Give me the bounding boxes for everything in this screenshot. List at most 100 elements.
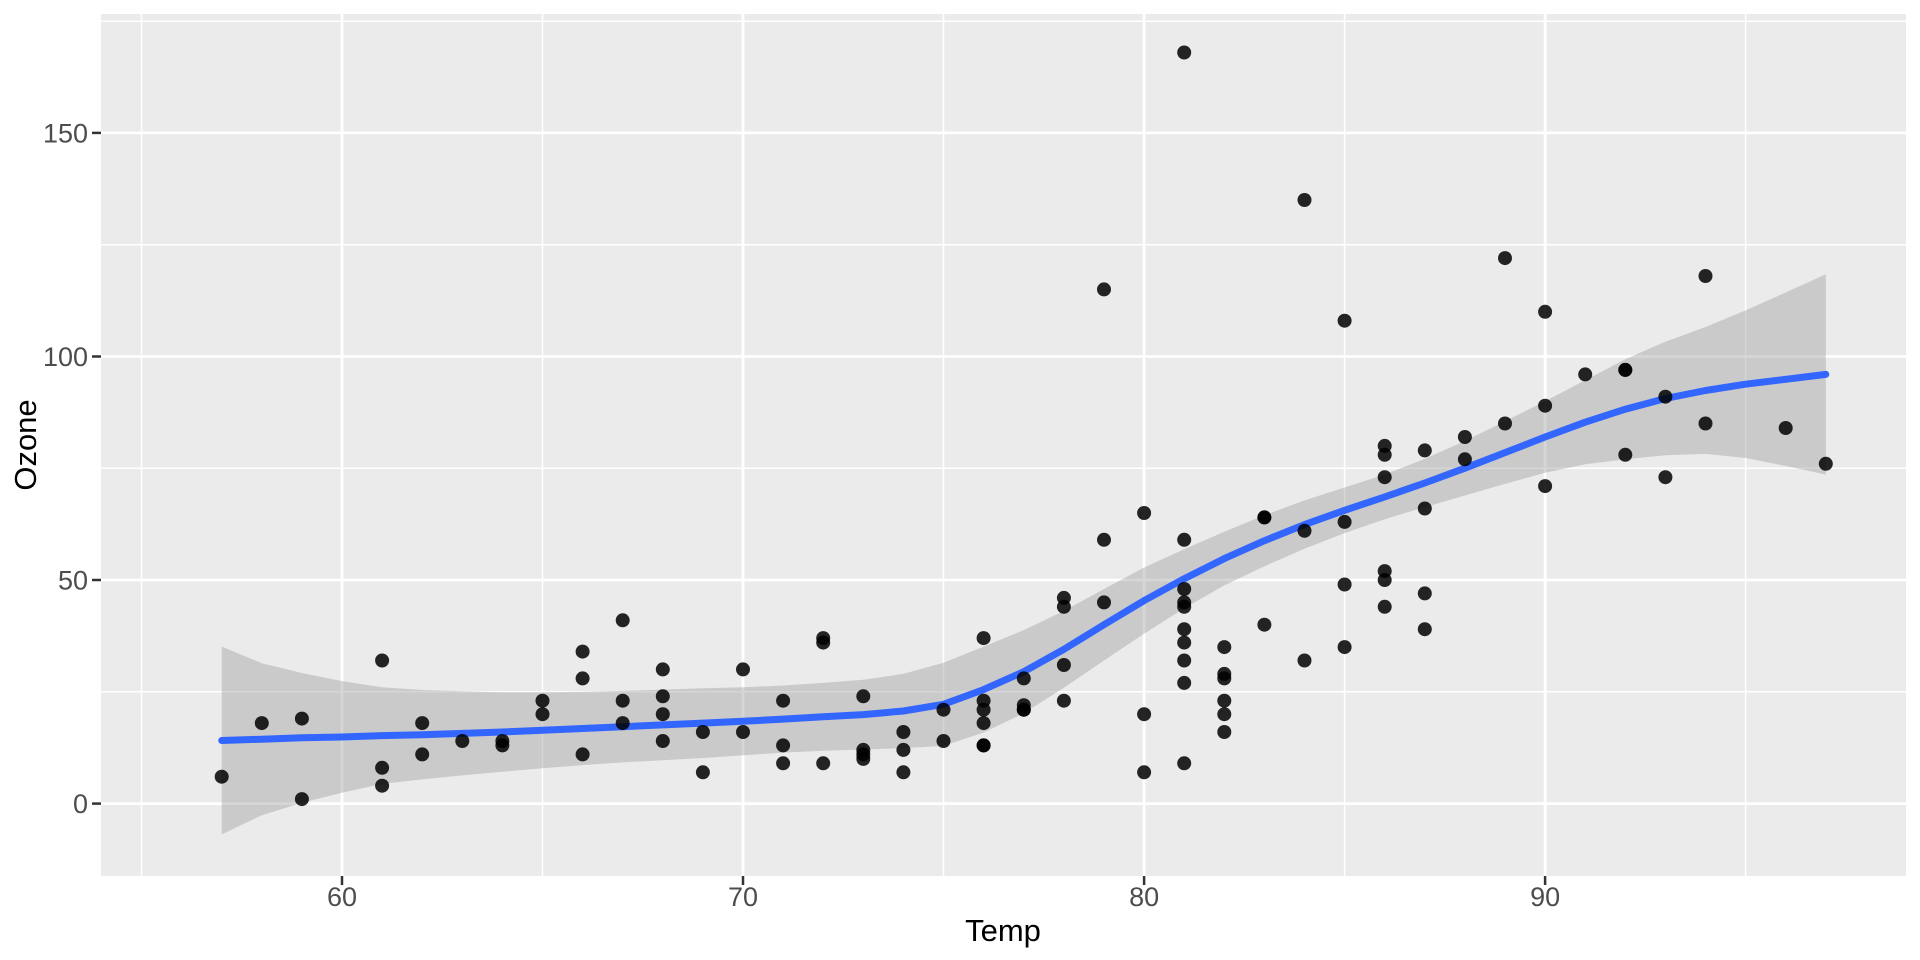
data-point bbox=[896, 765, 911, 780]
data-point bbox=[1217, 707, 1232, 722]
data-point bbox=[1297, 523, 1312, 538]
data-point bbox=[1538, 398, 1553, 413]
data-point bbox=[896, 742, 911, 757]
data-point bbox=[856, 751, 871, 766]
data-point bbox=[1137, 765, 1152, 780]
data-point bbox=[294, 792, 309, 807]
data-point bbox=[455, 734, 470, 748]
data-point bbox=[1818, 456, 1833, 471]
data-point bbox=[1056, 658, 1071, 672]
data-point bbox=[1377, 470, 1392, 485]
data-point bbox=[1016, 671, 1031, 686]
x-axis-title: Temp bbox=[965, 913, 1041, 948]
data-point bbox=[1177, 635, 1192, 650]
data-point bbox=[615, 716, 630, 731]
minor-gridlines bbox=[101, 14, 1906, 876]
x-tick-label: 70 bbox=[728, 882, 758, 912]
data-point bbox=[816, 756, 831, 771]
data-point bbox=[816, 631, 831, 646]
data-point bbox=[535, 707, 550, 722]
data-point bbox=[655, 734, 670, 748]
data-point bbox=[214, 769, 229, 784]
data-point bbox=[575, 747, 590, 762]
data-point bbox=[1337, 577, 1352, 592]
data-point bbox=[1377, 599, 1392, 614]
data-point bbox=[1337, 514, 1352, 529]
data-point bbox=[736, 725, 750, 739]
data-point bbox=[1417, 443, 1432, 458]
data-point bbox=[1056, 693, 1071, 708]
data-point bbox=[1498, 416, 1512, 431]
data-point bbox=[1417, 622, 1432, 637]
x-tick-label: 80 bbox=[1129, 882, 1159, 912]
data-point bbox=[936, 734, 951, 748]
data-point bbox=[776, 738, 791, 753]
data-point bbox=[375, 653, 390, 668]
y-axis-tick-labels: 0 50 100 150 bbox=[43, 118, 88, 819]
data-point bbox=[1177, 675, 1192, 690]
data-point bbox=[1377, 573, 1392, 587]
data-point bbox=[1618, 362, 1633, 377]
data-point bbox=[1137, 506, 1152, 520]
data-point bbox=[1337, 313, 1352, 328]
data-point bbox=[1297, 193, 1312, 207]
data-point bbox=[1177, 756, 1192, 771]
data-point bbox=[776, 693, 791, 708]
data-point bbox=[1337, 640, 1352, 655]
data-point bbox=[936, 702, 951, 717]
data-point bbox=[615, 693, 630, 708]
data-point bbox=[1177, 622, 1192, 637]
data-point bbox=[1177, 532, 1192, 547]
x-axis-tick-labels: 60 70 80 90 bbox=[327, 882, 1560, 912]
data-point bbox=[294, 711, 309, 726]
data-point bbox=[495, 738, 510, 753]
data-point bbox=[1417, 586, 1432, 601]
data-point bbox=[575, 644, 590, 659]
data-point bbox=[1217, 725, 1232, 739]
data-point bbox=[976, 631, 991, 646]
y-axis-tick-marks bbox=[92, 131, 101, 805]
data-point bbox=[976, 702, 991, 717]
data-point bbox=[415, 716, 430, 731]
y-axis-title: Ozone bbox=[8, 399, 43, 490]
data-point bbox=[1578, 367, 1593, 382]
data-point bbox=[695, 765, 710, 780]
data-point bbox=[976, 716, 991, 731]
data-point bbox=[1658, 470, 1673, 485]
y-tick-label: 0 bbox=[73, 789, 88, 819]
x-tick-label: 60 bbox=[327, 882, 357, 912]
data-point bbox=[695, 725, 710, 739]
data-point bbox=[1177, 582, 1192, 596]
data-point bbox=[1137, 707, 1152, 722]
data-point bbox=[1217, 671, 1232, 686]
data-point bbox=[535, 693, 550, 708]
data-point bbox=[856, 689, 871, 704]
x-tick-label: 90 bbox=[1530, 882, 1560, 912]
data-point bbox=[375, 760, 390, 775]
data-point bbox=[1016, 702, 1031, 717]
data-point bbox=[415, 747, 430, 762]
data-point bbox=[1778, 421, 1793, 435]
data-point bbox=[254, 716, 269, 731]
data-point bbox=[655, 689, 670, 704]
data-point bbox=[1498, 251, 1512, 266]
data-point bbox=[1457, 430, 1472, 444]
data-point bbox=[655, 707, 670, 722]
data-point bbox=[1217, 640, 1232, 655]
y-tick-label: 100 bbox=[43, 342, 88, 372]
data-point bbox=[1177, 653, 1192, 668]
data-point bbox=[976, 738, 991, 753]
data-point bbox=[1257, 617, 1272, 632]
data-point bbox=[1698, 269, 1713, 283]
data-point bbox=[1658, 389, 1673, 404]
x-axis-tick-marks bbox=[340, 876, 1547, 885]
data-point bbox=[1217, 693, 1232, 708]
data-point bbox=[776, 756, 791, 771]
data-point bbox=[736, 662, 750, 677]
data-point bbox=[1177, 45, 1192, 60]
data-point bbox=[655, 662, 670, 677]
data-point bbox=[1698, 416, 1713, 431]
data-point bbox=[1457, 452, 1472, 467]
